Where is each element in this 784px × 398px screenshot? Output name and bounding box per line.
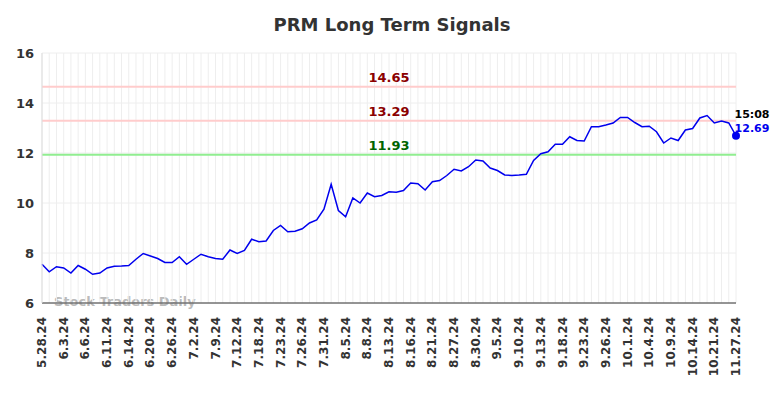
svg-text:8.21.24: 8.21.24 <box>425 317 439 368</box>
svg-text:16: 16 <box>16 46 34 61</box>
svg-text:8.16.24: 8.16.24 <box>404 317 418 368</box>
svg-text:10.9.24: 10.9.24 <box>664 317 678 368</box>
svg-text:8: 8 <box>25 246 34 261</box>
svg-text:10.21.24: 10.21.24 <box>707 317 721 376</box>
svg-text:10.1.24: 10.1.24 <box>621 317 635 368</box>
svg-text:8.5.24: 8.5.24 <box>339 317 353 360</box>
svg-text:6.11.24: 6.11.24 <box>100 317 114 368</box>
svg-text:7.26.24: 7.26.24 <box>295 317 309 368</box>
svg-text:5.28.24: 5.28.24 <box>35 317 49 368</box>
svg-text:13.29: 13.29 <box>368 104 409 119</box>
svg-text:9.26.24: 9.26.24 <box>599 317 613 368</box>
svg-text:10.4.24: 10.4.24 <box>642 317 656 368</box>
svg-text:8.27.24: 8.27.24 <box>447 317 461 368</box>
svg-text:7.2.24: 7.2.24 <box>187 317 201 360</box>
html-text:PRM Long Term Signals: PRM Long Term Signals <box>273 14 511 35</box>
svg-text:9.23.24: 9.23.24 <box>577 317 591 368</box>
svg-text:14: 14 <box>16 96 34 111</box>
svg-text:9.13.24: 9.13.24 <box>534 317 548 368</box>
svg-text:15:08: 15:08 <box>734 108 769 121</box>
svg-text:6.14.24: 6.14.24 <box>122 317 136 368</box>
svg-text:7.31.24: 7.31.24 <box>317 317 331 368</box>
svg-text:14.65: 14.65 <box>368 70 409 85</box>
svg-text:9.10.24: 9.10.24 <box>512 317 526 368</box>
svg-text:7.23.24: 7.23.24 <box>274 317 288 368</box>
svg-text:6.3.24: 6.3.24 <box>57 317 71 360</box>
svg-text:9.5.24: 9.5.24 <box>490 317 504 360</box>
svg-text:7.18.24: 7.18.24 <box>252 317 266 368</box>
svg-text:6.20.24: 6.20.24 <box>143 317 157 368</box>
svg-text:6.6.24: 6.6.24 <box>78 317 92 360</box>
svg-text:8.13.24: 8.13.24 <box>382 317 396 368</box>
svg-text:10.14.24: 10.14.24 <box>686 317 700 376</box>
svg-text:12.69: 12.69 <box>735 122 770 135</box>
svg-text:6: 6 <box>25 296 34 311</box>
svg-text:11.27.24: 11.27.24 <box>729 317 743 376</box>
svg-text:7.12.24: 7.12.24 <box>230 317 244 368</box>
svg-text:10: 10 <box>16 196 34 211</box>
svg-text:8.30.24: 8.30.24 <box>469 317 483 368</box>
svg-text:7.9.24: 7.9.24 <box>209 317 223 360</box>
html-text:Stock Traders Daily: Stock Traders Daily <box>54 294 196 309</box>
svg-text:9.18.24: 9.18.24 <box>556 317 570 368</box>
svg-text:12: 12 <box>16 146 34 161</box>
svg-text:8.8.24: 8.8.24 <box>360 317 374 360</box>
svg-text:6.26.24: 6.26.24 <box>165 317 179 368</box>
svg-text:11.93: 11.93 <box>368 138 409 153</box>
